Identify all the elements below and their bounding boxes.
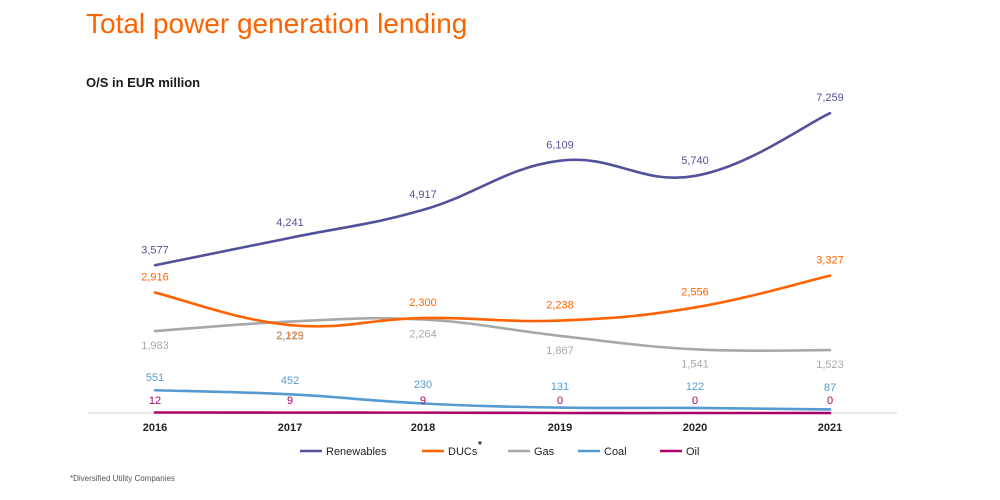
legend-label-oil: Oil — [686, 446, 699, 458]
data-label-oil: 0 — [557, 395, 563, 407]
data-label-oil: 9 — [287, 395, 293, 407]
series-line-renewables — [153, 111, 832, 267]
x-tick-label: 2019 — [548, 422, 572, 434]
data-label-ducs: 3,327 — [816, 255, 844, 267]
data-label-gas: 1,983 — [141, 340, 169, 352]
data-label-ducs: 2,238 — [546, 300, 574, 312]
x-tick-label: 2017 — [278, 422, 302, 434]
data-label-renewables: 7,259 — [816, 92, 844, 104]
legend-superscript-ducs: * — [478, 440, 482, 451]
data-label-coal: 131 — [551, 381, 569, 393]
data-label-gas: 1,867 — [546, 345, 574, 357]
x-tick-label: 2020 — [683, 422, 707, 434]
data-label-renewables: 5,740 — [681, 155, 709, 167]
data-label-coal: 452 — [281, 375, 299, 387]
data-label-gas: 1,523 — [816, 359, 844, 371]
data-label-oil: 0 — [692, 395, 698, 407]
data-label-coal: 551 — [146, 372, 164, 384]
data-label-oil: 0 — [827, 395, 833, 407]
series-line-oil — [153, 411, 832, 415]
chart-title: Total power generation lending — [86, 8, 468, 39]
data-label-oil: 12 — [149, 395, 161, 407]
data-label-ducs: 2,129 — [276, 330, 304, 342]
data-label-coal: 87 — [824, 382, 836, 394]
data-label-renewables: 4,917 — [409, 189, 437, 201]
chart-subtitle: O/S in EUR million — [86, 75, 201, 90]
legend-label-renewables: Renewables — [326, 446, 387, 458]
footnote: *Diversified Utility Companies — [70, 474, 175, 483]
data-label-ducs: 2,300 — [409, 297, 437, 309]
data-label-coal: 230 — [414, 379, 432, 391]
data-label-renewables: 3,577 — [141, 244, 169, 256]
data-label-ducs: 2,556 — [681, 286, 709, 298]
x-tick-label: 2021 — [818, 422, 842, 434]
series-line-coal — [153, 388, 832, 411]
legend-label-gas: Gas — [534, 446, 555, 458]
series-line-ducs — [153, 274, 832, 328]
data-label-ducs: 2,916 — [141, 272, 169, 284]
data-label-renewables: 4,241 — [276, 217, 304, 229]
data-label-coal: 122 — [686, 381, 704, 393]
x-tick-label: 2016 — [143, 422, 167, 434]
series-line-gas — [153, 316, 832, 353]
data-label-gas: 2,213 — [276, 331, 304, 343]
legend-label-coal: Coal — [604, 446, 627, 458]
data-label-gas: 2,264 — [409, 328, 437, 340]
x-tick-label: 2018 — [411, 422, 435, 434]
data-label-renewables: 6,109 — [546, 140, 574, 152]
legend-label-ducs: DUCs — [448, 446, 478, 458]
data-label-oil: 9 — [420, 395, 426, 407]
data-label-gas: 1,541 — [681, 358, 709, 370]
